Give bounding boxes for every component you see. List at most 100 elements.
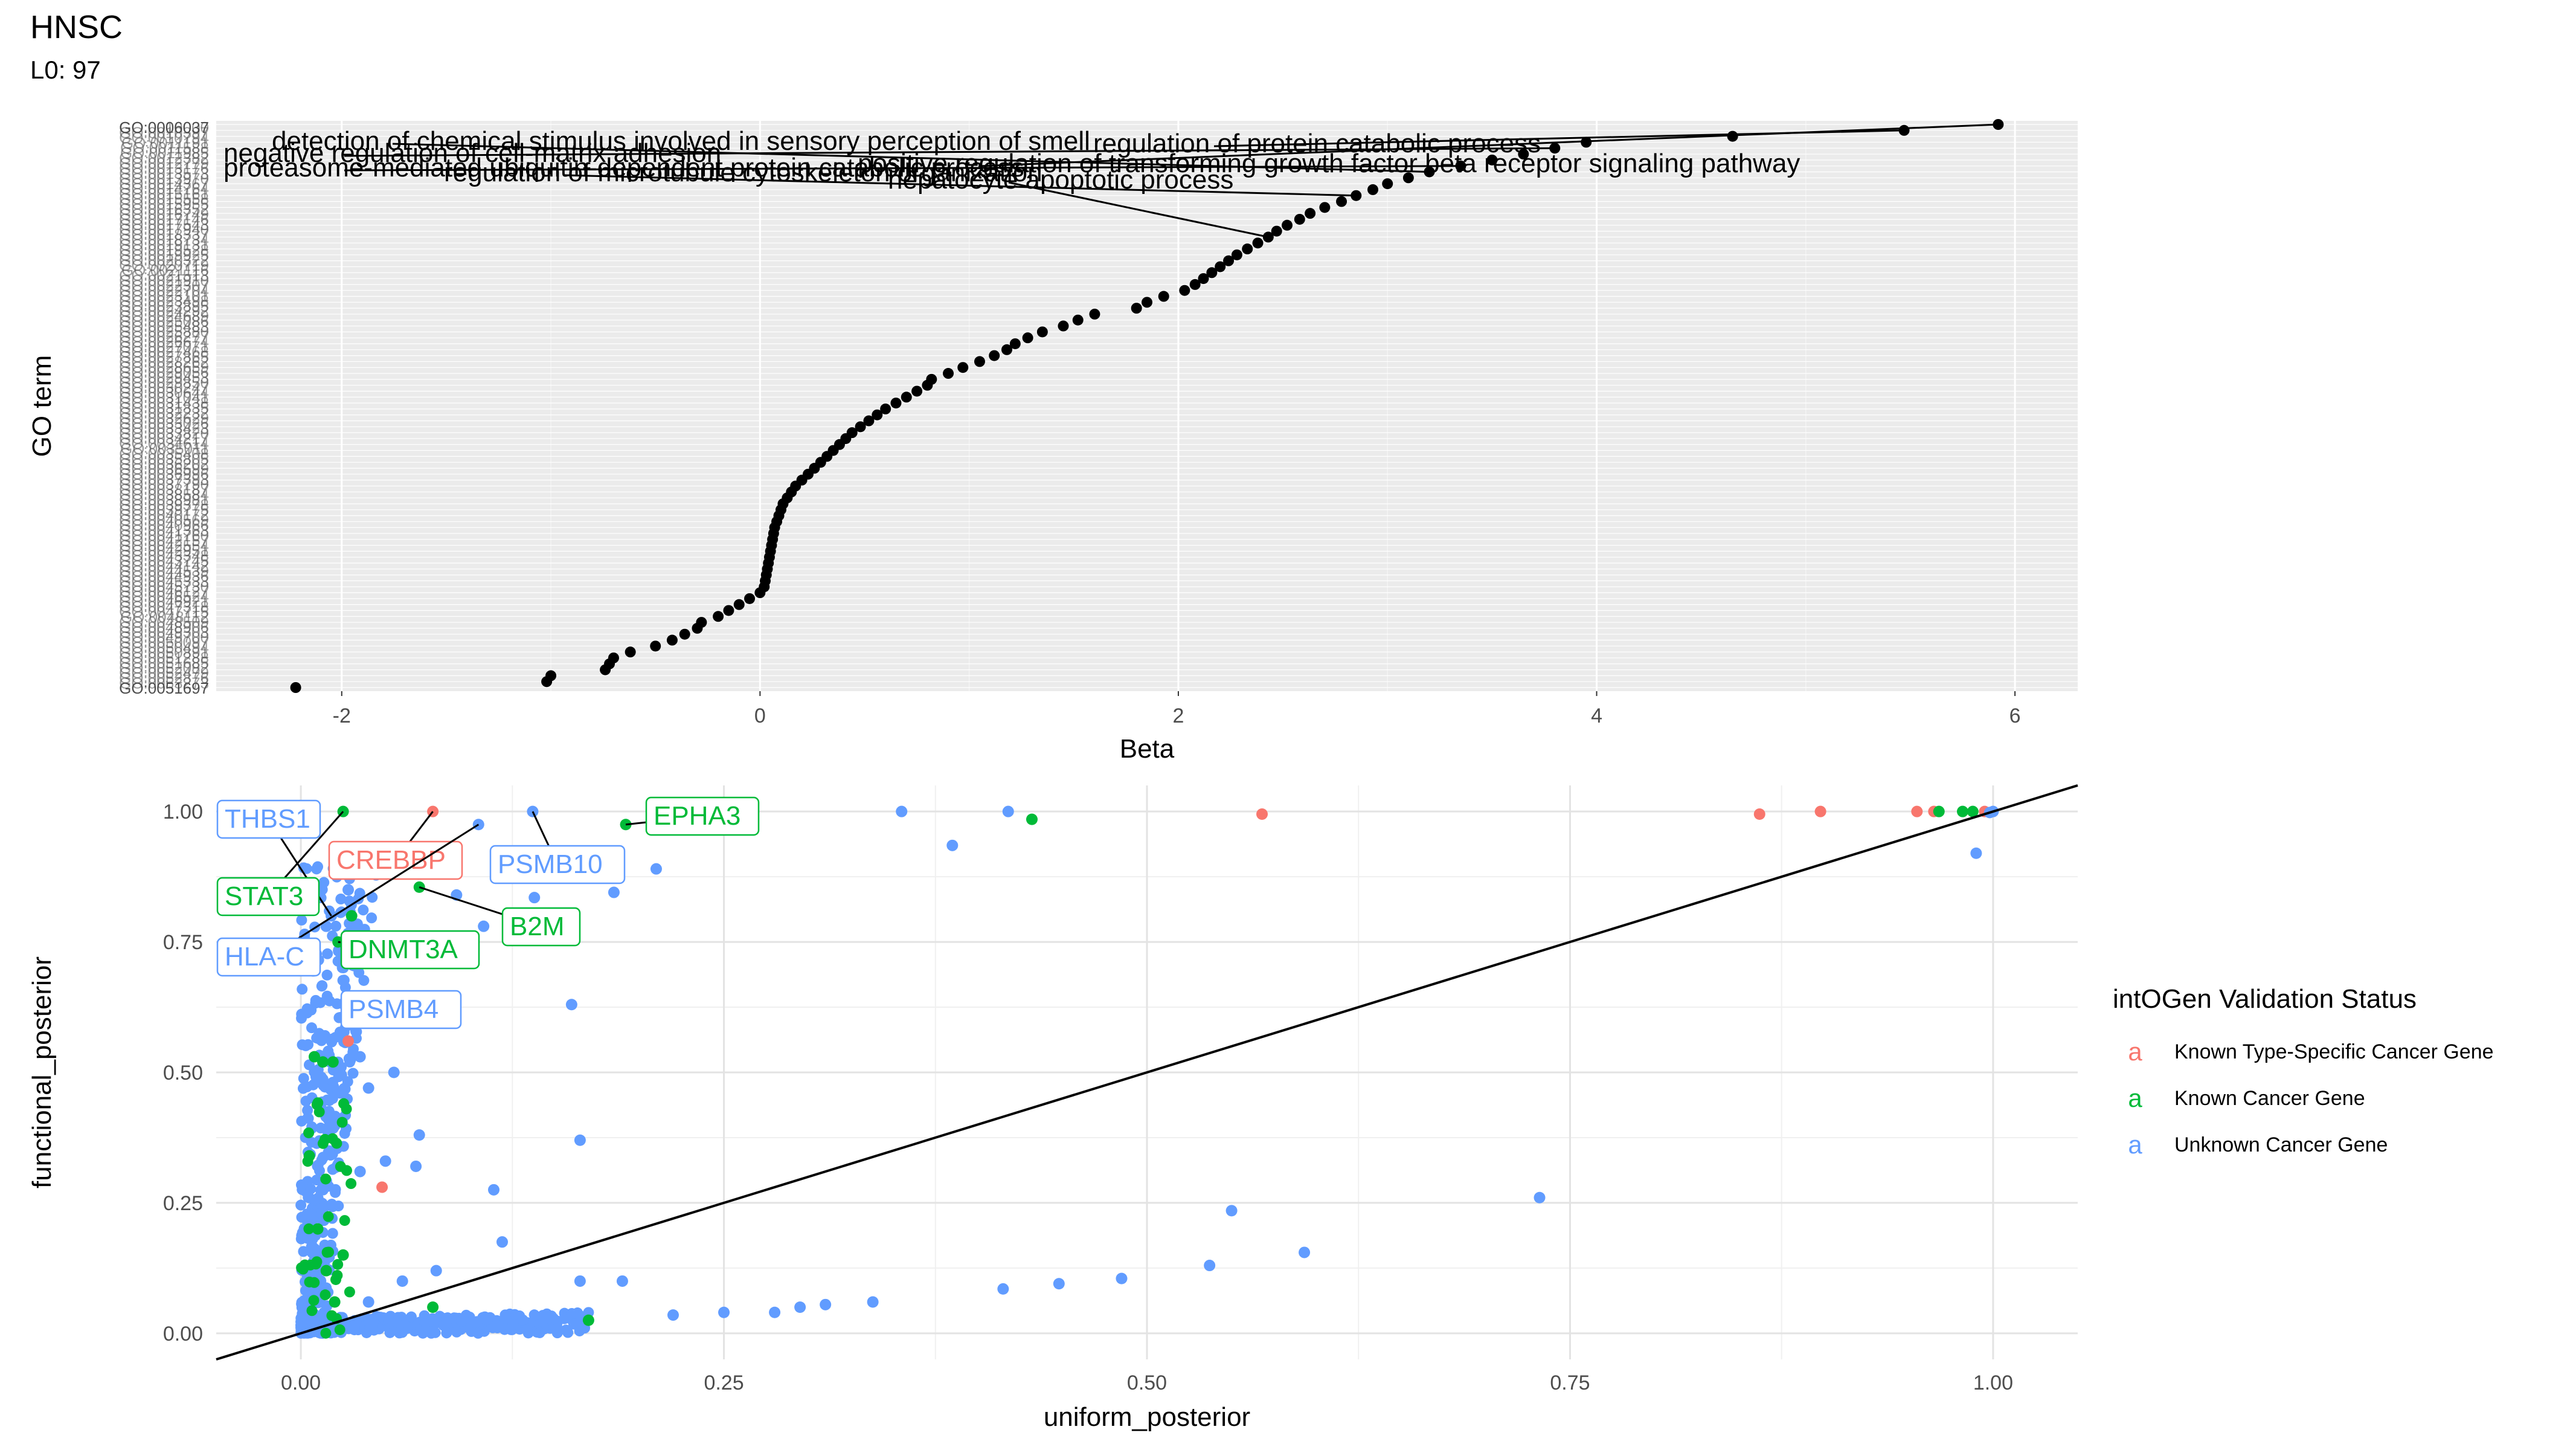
beta-point — [1271, 225, 1282, 237]
data-point — [336, 1069, 347, 1081]
gene-label-box — [340, 930, 480, 970]
data-point — [1956, 805, 1968, 817]
gene-label-box — [216, 799, 321, 839]
y-tick-label-overlap: GO:0018337 — [119, 225, 209, 243]
data-point — [997, 1283, 1009, 1295]
y-tick-label-overlap: GO:0026674 — [119, 332, 209, 350]
data-point — [317, 1056, 329, 1068]
gene-label: EPHA3 — [654, 801, 740, 831]
data-point — [315, 997, 326, 1008]
beta-point — [1022, 332, 1033, 344]
data-point — [1053, 1278, 1065, 1290]
beta-point — [744, 593, 756, 604]
data-point — [297, 1263, 309, 1275]
data-point — [438, 1320, 449, 1331]
beta-point — [1252, 237, 1264, 249]
data-point — [354, 1051, 366, 1063]
data-point — [329, 1296, 341, 1308]
y-tick-label-overlap: GO:0028659 — [119, 358, 209, 376]
y-tick-label-overlap: GO:0035408 — [119, 445, 209, 463]
y-tick-label-overlap: GO:0025880 — [119, 322, 209, 340]
y-tick-label: 0.75 — [163, 931, 203, 954]
data-point — [339, 1215, 350, 1226]
data-point — [1002, 805, 1014, 817]
beta-point — [1336, 196, 1347, 207]
data-point — [347, 1068, 359, 1079]
x-axis-title: Beta — [1120, 734, 1175, 764]
x-tick-label: -2 — [333, 704, 351, 727]
y-tick-label-overlap: GO:0024689 — [119, 307, 209, 325]
y-tick-label-overlap: GO:0027468 — [119, 343, 209, 361]
gene-label: HLA-C — [225, 942, 304, 971]
y-tick-label-overlap: GO:0037790 — [119, 475, 209, 494]
y-tick-label-overlap: GO:0016749 — [119, 205, 209, 223]
gene-label-box — [501, 907, 581, 947]
data-point — [427, 1324, 438, 1336]
data-point — [318, 877, 330, 888]
beta-point — [880, 403, 891, 414]
annotation-leader — [1008, 181, 1269, 238]
annotation-leader — [344, 165, 1461, 172]
data-point — [326, 1118, 338, 1129]
y-tick-label-overlap: GO:0029453 — [119, 368, 209, 386]
beta-point — [911, 385, 923, 397]
data-point — [321, 969, 333, 981]
y-tick-label-overlap: GO:0011191 — [121, 134, 209, 152]
legend-key: a — [2128, 1130, 2142, 1159]
data-point — [330, 920, 342, 932]
data-point — [1967, 805, 1979, 817]
data-point — [316, 980, 328, 991]
data-point — [413, 1129, 425, 1141]
beta-point — [1242, 243, 1253, 255]
y-tick-label: 1.00 — [163, 801, 203, 823]
y-tick-label-overlap: GO:0038187 — [119, 480, 209, 498]
data-point — [320, 1327, 332, 1339]
beta-point — [666, 634, 678, 646]
y-tick-label-overlap: GO:0023101 — [119, 286, 209, 304]
data-point — [478, 920, 490, 932]
y-tick-label-overlap: GO:0031835 — [119, 399, 209, 417]
y-tick-label-overlap: GO:0021116 — [121, 261, 209, 279]
data-point — [366, 912, 377, 924]
data-point — [334, 1324, 345, 1335]
y-tick-label-overlap: GO:0029056 — [119, 363, 209, 381]
y-tick-label-overlap: GO:0053273 — [119, 674, 209, 692]
data-point — [323, 1211, 334, 1222]
data-point — [320, 1265, 332, 1277]
data-point — [769, 1306, 781, 1318]
data-point — [341, 1165, 353, 1176]
data-point — [388, 1066, 400, 1078]
y-tick-label-overlap: GO:0012382 — [119, 149, 209, 167]
data-point — [534, 1327, 545, 1338]
legend-label: Unknown Cancer Gene — [2174, 1133, 2388, 1156]
gene-label: PSMB4 — [348, 994, 438, 1024]
data-point — [320, 1173, 332, 1185]
data-point — [295, 1199, 307, 1211]
beta-point — [989, 350, 1000, 361]
beta-point — [1319, 202, 1331, 213]
y-tick-label-overlap: GO:0017543 — [119, 215, 209, 233]
go-term-annotation: regulation of microtubule cytoskeleton o… — [444, 158, 1042, 187]
y-tick-label-overlap: GO:0034614 — [119, 434, 209, 453]
data-point — [583, 1307, 594, 1318]
y-tick-label-overlap: GO:0050097 — [119, 633, 209, 651]
y-tick-label-overlap: GO:0013573 — [119, 164, 209, 182]
data-point — [311, 863, 323, 875]
gene-label-box — [216, 937, 321, 977]
beta-point — [1223, 255, 1235, 266]
y-tick-labels: GO:0051697 GO:0006037GO:0010000GO:0010397… — [119, 118, 209, 697]
x-tick-label: 0.75 — [1550, 1371, 1590, 1394]
legend-label: Known Type-Specific Cancer Gene — [2174, 1040, 2494, 1063]
gene-label-box — [340, 990, 462, 1030]
data-point — [309, 1051, 321, 1063]
data-point — [376, 1181, 388, 1193]
go-term-annotation: positive regulation of transforming grow… — [858, 149, 1800, 178]
y-tick-label-overlap: GO:0020719 — [119, 256, 209, 274]
gene-label: DNMT3A — [348, 935, 458, 964]
beta-point — [863, 415, 875, 427]
y-tick-label-overlap: GO:0044936 — [119, 567, 209, 585]
y-tick-label-overlap: GO:0032232 — [119, 404, 209, 422]
y-tick-label-overlap: GO:0037393 — [119, 470, 209, 488]
y-tick-label-overlap: GO:0039378 — [119, 495, 209, 514]
